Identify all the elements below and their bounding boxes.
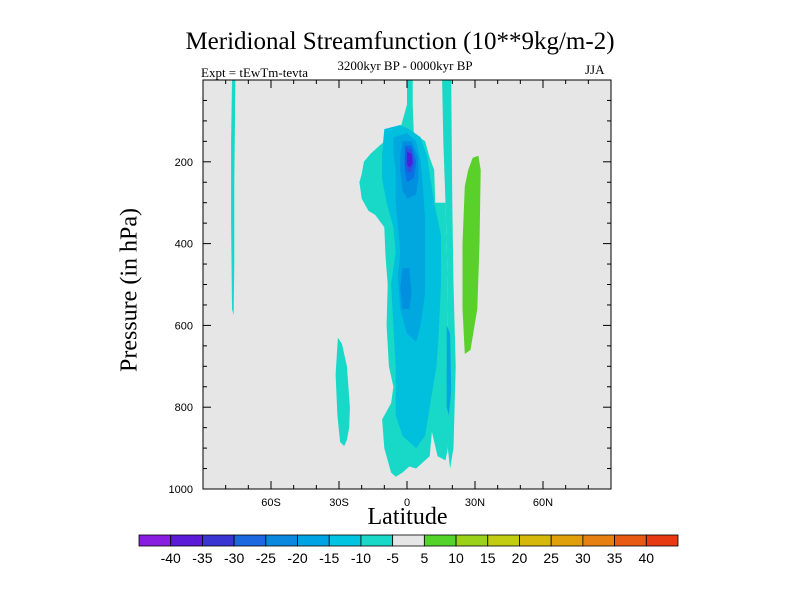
x-tick-label: 0 (404, 497, 410, 509)
contour-right-band-15 (446, 325, 452, 416)
x-tick-label: 60N (533, 497, 553, 509)
colorbar-label: 5 (420, 550, 428, 566)
x-axis-label: Latitude (367, 504, 448, 530)
colorbar-box (392, 534, 425, 547)
experiment-label: Expt = tEwTm-tevta (201, 65, 308, 80)
colorbar-label: 20 (512, 550, 528, 566)
time-range-label: 3200kyr BP - 0000kyr BP (337, 58, 473, 73)
colorbar-box (582, 534, 615, 547)
colorbar-label: -10 (351, 550, 371, 566)
x-tick-label: 30S (329, 497, 349, 509)
contour-core-20-lower (400, 268, 412, 309)
contour-right-band-20N (442, 80, 456, 469)
colorbar-box (519, 534, 552, 547)
colorbar-label: -15 (319, 550, 339, 566)
y-tick-label: 400 (175, 239, 193, 251)
contour-left-band-25S (335, 337, 350, 447)
x-tick-label: 30N (465, 497, 485, 509)
colorbar-box (455, 534, 489, 547)
colorbar-box (233, 534, 267, 547)
colorbar-label: -35 (192, 550, 212, 566)
season-label: JJA (585, 62, 605, 77)
colorbar-box (328, 534, 362, 547)
y-tick-label: 600 (175, 320, 193, 332)
colorbar-box (297, 534, 330, 547)
colorbar-label: 10 (448, 550, 464, 566)
colorbar-box (265, 534, 298, 547)
colorbar-box (360, 534, 394, 547)
colorbar-label: 35 (607, 550, 623, 566)
x-tick-label: 60S (261, 497, 281, 509)
contour-thin-band-70S (231, 80, 236, 316)
contour-plot-area (203, 80, 611, 489)
y-tick-label: 1000 (169, 484, 193, 496)
colorbar-label: 15 (480, 550, 496, 566)
axes: 60S 30S 0 30N 60N 200 400 600 800 1000 (169, 79, 612, 509)
colorbar-box (170, 534, 203, 547)
colorbar-box (550, 534, 584, 547)
colorbar-label: 25 (543, 550, 559, 566)
contour-positive-band-30N (462, 155, 481, 354)
colorbar-box (487, 534, 520, 547)
colorbar-box (645, 534, 679, 547)
colorbar-box (423, 534, 457, 547)
colorbar: -40 -35 -30 -25 -20 -15 -10 -5 5 10 15 20 25 30 35 40 (138, 534, 679, 566)
colorbar-label: 30 (575, 550, 591, 566)
y-tick-label: 200 (175, 157, 193, 169)
colorbar-label: -5 (386, 550, 399, 566)
colorbar-box (202, 534, 235, 547)
colorbar-label: 40 (639, 550, 655, 566)
colorbar-label: -30 (224, 550, 244, 566)
colorbar-box (138, 534, 172, 547)
colorbar-label: -20 (287, 550, 307, 566)
y-tick-label: 800 (175, 402, 193, 414)
chart-title: Meridional Streamfunction (10**9kg/m-2) (185, 28, 615, 55)
contour-core-35 (407, 151, 413, 168)
colorbar-box (614, 534, 647, 547)
colorbar-label: -40 (161, 550, 181, 566)
colorbar-label: -25 (256, 550, 276, 566)
